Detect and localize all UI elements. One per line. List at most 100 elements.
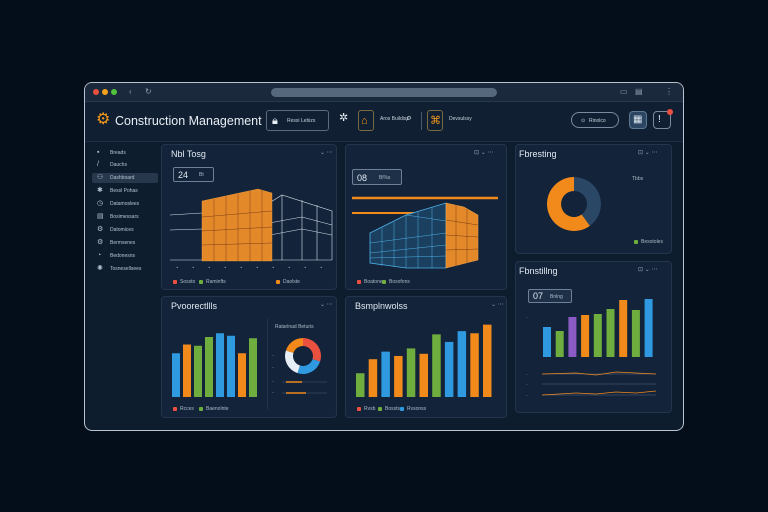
donut-slice (547, 177, 590, 231)
bar (457, 331, 467, 397)
panel-controls[interactable]: ⌄ ⋯ (320, 150, 333, 156)
legend-swatch (357, 407, 361, 411)
bar (249, 338, 257, 397)
sidebar-item-dauchs[interactable]: / Dauchs (92, 160, 158, 170)
address-bar[interactable] (271, 88, 497, 97)
bar (568, 317, 577, 357)
badge-number: 24 (178, 170, 189, 180)
legend-label: Rvsonss (407, 406, 427, 412)
panel-title: Fbresting (519, 149, 557, 159)
sidebar-item-datamoslees[interactable]: ◷ Datamoslees (92, 199, 158, 209)
clock-icon: ◷ (97, 200, 104, 207)
sidebar-item-label: Tosnesellsees (110, 266, 142, 272)
sidebar-item-bosimessars[interactable]: ▤ Bosimessars (92, 212, 158, 222)
user-selector[interactable]: 🔒︎ Ressi Lebizs (266, 110, 329, 131)
chart-icon: ◔ (97, 252, 102, 259)
reporting-bar-chart: – – – – (526, 299, 657, 397)
legend-label: Sossto (180, 279, 196, 285)
legend-swatch (199, 407, 203, 411)
lock-icon: 🔒︎ (272, 115, 278, 127)
sidebar-item-datomices[interactable]: ⚙ Datomices (92, 225, 158, 235)
gear-icon: ✱ (97, 187, 103, 194)
progress-bar-chart: – – – – (172, 333, 327, 397)
alert-badge (667, 109, 673, 115)
svg-text:•: • (304, 265, 306, 270)
panel-controls[interactable]: ⊡ ⌄ ⋯ (474, 150, 494, 156)
sidebar-item-bedonesns[interactable]: ◔ Bedonesns (92, 251, 158, 261)
tabs-icon[interactable]: ▭ (620, 87, 628, 96)
sidebar-item-label: Dashboard (110, 175, 135, 181)
svg-text:•: • (176, 265, 178, 270)
sidebar-item-tosnesellsees[interactable]: ✺ Tosnesellsees (92, 264, 158, 274)
building-button[interactable]: ⌂ (358, 110, 374, 131)
svg-text:–: – (526, 382, 528, 386)
bar (419, 353, 428, 397)
bar (606, 309, 615, 357)
apps-grid-button[interactable]: ▦ (629, 111, 647, 129)
badge-label: Bl%s (379, 175, 391, 181)
app-title: Construction Management (115, 114, 262, 128)
legend-swatch (634, 240, 638, 244)
svg-text:–: – (272, 353, 274, 358)
donut-slice (285, 338, 303, 353)
minimize-dot[interactable] (102, 89, 108, 95)
legend-swatch (382, 280, 386, 284)
svg-text:–: – (526, 315, 528, 319)
legend-label: Daolste (283, 279, 300, 285)
legend-label: Rcces (180, 406, 194, 412)
search-icon[interactable]: ⌕ (406, 112, 413, 124)
bar (483, 324, 492, 397)
tag-button[interactable]: ⌘ (427, 110, 443, 131)
model-panel-1: Nbl Tosg ⌄ ⋯ 24 Bt (161, 144, 337, 290)
reload-icon[interactable]: ↻ (145, 87, 152, 96)
panel-controls[interactable]: ⌄ ⋯ (320, 302, 333, 308)
model-panel-2: ⊡ ⌄ ⋯ 08 Bl%s Boatone Bosofons (345, 144, 507, 290)
alerts-button[interactable]: ! (653, 109, 673, 129)
tools-icon[interactable]: ✲ (339, 112, 349, 124)
bar (205, 337, 213, 397)
bar (555, 331, 564, 357)
bar (631, 310, 640, 357)
document-icon: ▤ (97, 213, 104, 220)
sidebar-item-dashboard[interactable]: ⚇ Dashboard (92, 173, 158, 183)
panel-controls[interactable]: ⌄ ⋯ (491, 302, 504, 308)
report-label: Devsulssy (449, 116, 472, 122)
legend-label: Baenolnte (206, 406, 229, 412)
legend-label: Boatone (364, 279, 383, 285)
more-icon[interactable]: ⋮ (665, 87, 673, 96)
notifications-pill[interactable]: ⊙ Rinolco (571, 112, 619, 128)
sidebar-item-bermsenes[interactable]: ⚙ Bermsenes (92, 238, 158, 248)
svg-text:–: – (272, 390, 274, 395)
sidebar-item-label: Datomices (110, 227, 134, 233)
user-selector-label: Ressi Lebizs (287, 118, 316, 124)
legend-swatch (173, 280, 177, 284)
sidebar-item-label: Bedonesns (110, 253, 136, 259)
bar (183, 344, 191, 397)
svg-text:–: – (272, 365, 274, 370)
close-dot[interactable] (93, 89, 99, 95)
bar (619, 300, 628, 357)
menu-icon[interactable]: ▤ (635, 87, 643, 96)
sidebar-item-label: Bessl Pohas (110, 188, 138, 194)
sidebar-item-bessl-pohas[interactable]: ✱ Bessl Pohas (92, 186, 158, 196)
bar (368, 359, 378, 397)
forecast-donut (547, 177, 601, 231)
sidebar: ▪ Breads / Dauchs ⚇ Dashboard ✱ Bessl Pohas … (85, 143, 159, 430)
legend-swatch (199, 280, 203, 284)
sidebar-item-label: Bosimessars (110, 214, 139, 220)
panel-title: Bsmplnwolss (355, 301, 408, 311)
donut-slice (297, 359, 321, 374)
legend-swatch (357, 280, 361, 284)
bar (593, 314, 602, 357)
donut-label: Tbbs (632, 176, 644, 182)
badge-label: Bt (199, 172, 204, 178)
badge-number: 07 (533, 291, 544, 301)
sidebar-item-breads[interactable]: ▪ Breads (92, 148, 158, 158)
panel-controls[interactable]: ⊡ ⌄ ⋯ (638, 267, 658, 273)
back-icon[interactable]: ‹ (129, 87, 132, 96)
sidebar-item-label: Breads (110, 150, 126, 156)
bar (227, 335, 235, 397)
panel-controls[interactable]: ⊡ ⌄ ⋯ (638, 150, 658, 156)
project-label: Aros Buildiss (380, 116, 409, 122)
maximize-dot[interactable] (111, 89, 117, 95)
